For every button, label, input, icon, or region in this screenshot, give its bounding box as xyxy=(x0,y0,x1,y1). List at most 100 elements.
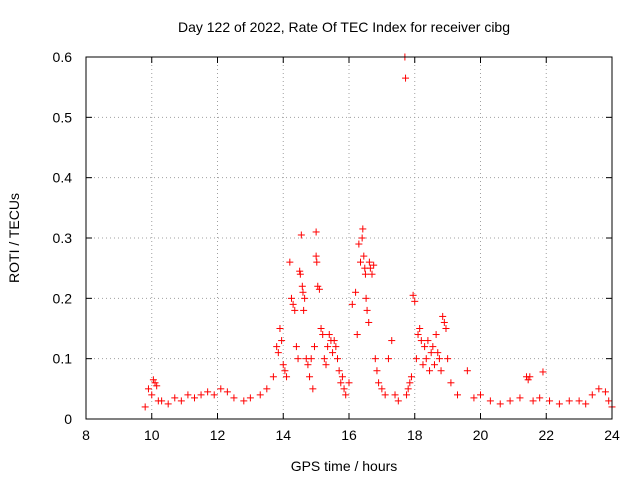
y-tick-label: 0.6 xyxy=(53,49,73,65)
data-point xyxy=(477,391,484,399)
data-point xyxy=(281,367,289,375)
data-point xyxy=(197,391,205,399)
data-point xyxy=(402,74,410,82)
data-point xyxy=(409,291,417,299)
data-point xyxy=(373,367,381,375)
data-point xyxy=(304,361,312,369)
data-point xyxy=(177,397,185,405)
data-point xyxy=(330,337,338,345)
data-point xyxy=(486,397,494,405)
data-point xyxy=(269,373,277,381)
data-point xyxy=(470,394,478,402)
data-point xyxy=(422,355,430,363)
data-point xyxy=(463,367,471,375)
data-point xyxy=(582,400,590,408)
data-point xyxy=(417,337,425,345)
data-point xyxy=(291,306,299,314)
data-point xyxy=(437,367,445,375)
data-point xyxy=(442,325,450,332)
data-point xyxy=(363,306,371,314)
data-point xyxy=(313,258,321,266)
data-point xyxy=(362,294,370,302)
data-point xyxy=(297,231,305,239)
grid xyxy=(86,57,612,419)
x-tick-label: 10 xyxy=(144,427,160,443)
chart-title: Day 122 of 2022, Rate Of TEC Index for r… xyxy=(178,19,510,35)
data-point xyxy=(453,391,461,399)
data-point xyxy=(529,397,537,405)
y-axis-label: ROTI / TECUs xyxy=(6,193,22,283)
data-point xyxy=(345,379,353,387)
data-point xyxy=(368,270,376,278)
data-point xyxy=(273,343,281,351)
data-point xyxy=(605,397,613,405)
data-point xyxy=(298,282,306,290)
data-point xyxy=(524,376,532,384)
data-point xyxy=(148,391,156,399)
x-tick-label: 8 xyxy=(82,427,90,443)
data-point xyxy=(440,318,448,326)
data-point xyxy=(357,258,365,266)
data-point xyxy=(407,373,415,381)
data-point xyxy=(575,397,583,405)
data-point xyxy=(366,264,374,272)
data-point xyxy=(506,397,514,405)
axis-ticks xyxy=(85,56,613,420)
data-point xyxy=(276,325,284,332)
data-point xyxy=(496,400,504,408)
data-point xyxy=(365,318,373,326)
data-point xyxy=(381,391,389,399)
data-point xyxy=(294,355,302,363)
data-point xyxy=(358,234,366,242)
data-point xyxy=(565,397,573,405)
data-point xyxy=(312,252,320,260)
data-point xyxy=(353,331,361,339)
data-point xyxy=(319,331,327,339)
data-point xyxy=(289,300,297,308)
data-point xyxy=(317,325,325,332)
x-axis-label: GPS time / hours xyxy=(291,458,398,474)
data-point xyxy=(309,385,317,393)
data-point xyxy=(301,294,309,302)
data-point xyxy=(412,355,420,363)
data-point xyxy=(337,379,345,387)
data-point xyxy=(403,391,411,399)
data-point xyxy=(378,385,386,393)
y-tick-label: 0.5 xyxy=(53,109,73,125)
data-points xyxy=(141,53,616,411)
x-tick-labels: 8 10 12 14 16 18 20 22 24 xyxy=(82,427,620,443)
data-point xyxy=(338,373,346,381)
data-point xyxy=(141,403,149,411)
y-tick-label: 0.2 xyxy=(53,290,73,306)
data-point xyxy=(411,297,419,305)
data-point xyxy=(190,394,198,402)
data-point xyxy=(149,376,157,384)
data-point xyxy=(158,397,166,405)
data-point xyxy=(419,361,427,369)
y-tick-label: 0.1 xyxy=(53,351,73,367)
data-point xyxy=(204,388,212,396)
data-point xyxy=(320,355,328,363)
data-point xyxy=(171,394,179,402)
x-tick-label: 16 xyxy=(341,427,357,443)
data-point xyxy=(287,294,295,302)
data-point xyxy=(322,361,330,369)
data-point xyxy=(546,397,554,405)
data-point xyxy=(516,394,524,402)
data-point xyxy=(427,349,435,357)
data-point xyxy=(342,391,350,399)
data-point xyxy=(164,400,172,408)
data-point xyxy=(444,355,452,363)
x-tick-label: 18 xyxy=(407,427,423,443)
data-point xyxy=(388,337,396,345)
data-point xyxy=(310,343,318,351)
data-point xyxy=(151,379,159,387)
data-point xyxy=(375,379,383,387)
data-point xyxy=(404,385,412,393)
data-point xyxy=(240,397,248,405)
data-point xyxy=(278,337,286,345)
data-point xyxy=(279,361,287,369)
x-tick-label: 14 xyxy=(275,427,291,443)
